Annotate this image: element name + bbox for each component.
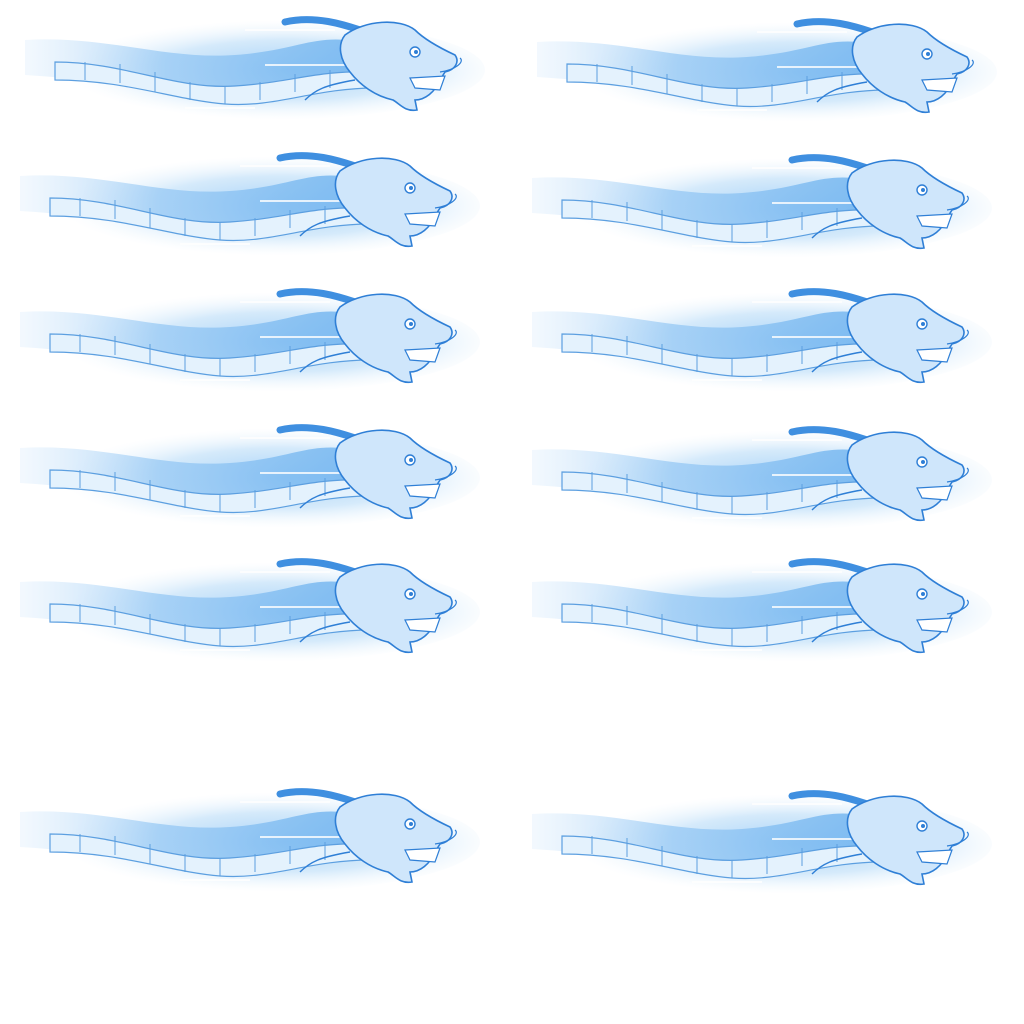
dragon-frame (537, 22, 997, 122)
dragon-frame (532, 430, 992, 530)
dragon-frame (25, 20, 485, 120)
dragon-frame (20, 792, 480, 892)
dragon-frame (532, 292, 992, 392)
dragon-frame (20, 428, 480, 528)
dragon-frame (532, 794, 992, 894)
dragon-frame (20, 562, 480, 662)
dragon-frame (532, 158, 992, 258)
dragon-frame (20, 292, 480, 392)
dragon-frame (20, 156, 480, 256)
dragon-frame (532, 562, 992, 662)
